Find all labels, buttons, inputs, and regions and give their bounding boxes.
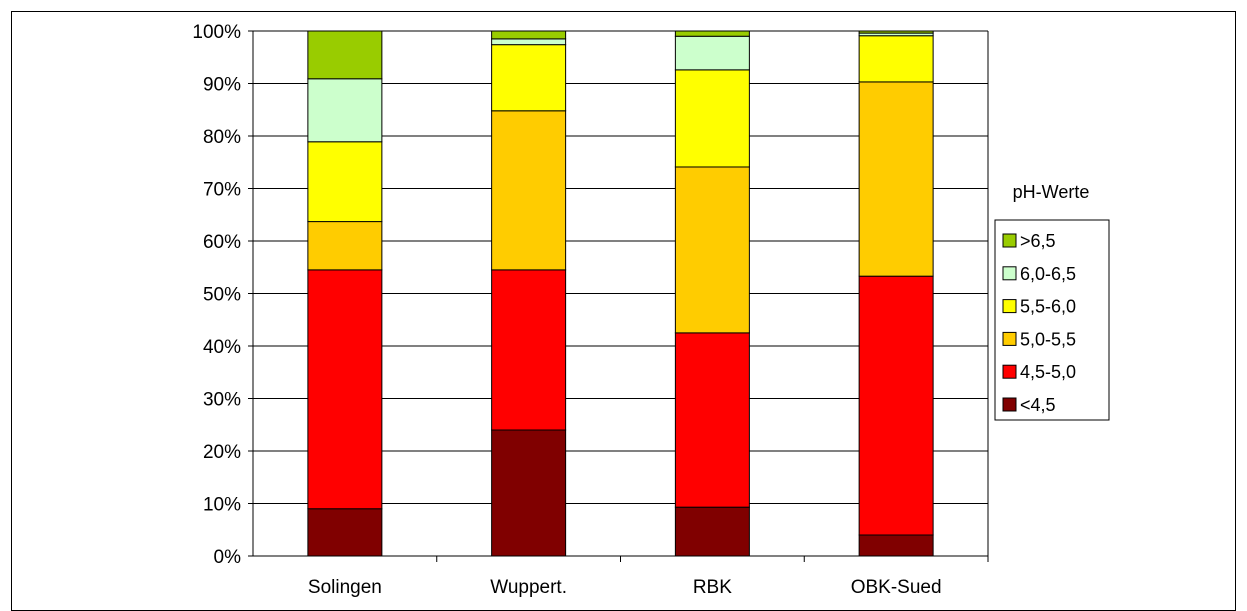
legend-swatch xyxy=(1002,299,1017,314)
tick-labels: 0% 10% 20% 30% 40% 50% 60% 70% 80% 90% 100% Solinge… xyxy=(192,22,941,598)
bar-segment xyxy=(858,275,934,536)
bar-segment xyxy=(491,429,567,557)
bar-segment xyxy=(491,30,567,40)
legend-swatch xyxy=(1002,364,1017,379)
y-tick-label: 10% xyxy=(203,495,241,516)
bar-segment xyxy=(307,508,383,557)
bar-segment xyxy=(491,44,567,112)
bar-segment xyxy=(674,30,750,37)
bar-segment xyxy=(307,221,383,271)
legend-label: 6,0-6,5 xyxy=(1020,264,1076,284)
legend-label: >6,5 xyxy=(1020,231,1056,251)
y-tick-label: 50% xyxy=(203,285,241,306)
y-tick-label: 80% xyxy=(203,127,241,148)
bar-segment xyxy=(674,69,750,168)
legend-swatch xyxy=(1002,397,1017,412)
bar-segment xyxy=(674,506,750,557)
legend-label: 5,0-5,5 xyxy=(1020,329,1076,349)
y-tick-label: 60% xyxy=(203,232,241,253)
x-tick-label: RBK xyxy=(693,577,732,598)
bar-segment xyxy=(491,269,567,431)
y-tick-label: 70% xyxy=(203,180,241,201)
bar-segment xyxy=(674,35,750,71)
legend-label: 4,5-5,0 xyxy=(1020,362,1076,382)
legend-title: pH-Werte xyxy=(1013,182,1090,202)
x-tick-label: OBK-Sued xyxy=(851,577,942,598)
y-tick-label: 90% xyxy=(203,75,241,96)
y-tick-label: 0% xyxy=(214,547,242,568)
y-tick-label: 20% xyxy=(203,442,241,463)
x-tick-label: Solingen xyxy=(308,577,382,598)
bar-segment xyxy=(307,141,383,223)
legend-label: 5,5-6,0 xyxy=(1020,297,1076,317)
bar-segment xyxy=(491,38,567,46)
legend: pH-Werte >6,5 6,0-6,5 5,5-6,0 5,0-5,5 4,5-5,… xyxy=(994,182,1110,421)
legend-box xyxy=(994,219,1110,421)
bar-segment xyxy=(674,332,750,508)
legend-label: <4,5 xyxy=(1020,395,1056,415)
legend-swatch xyxy=(1002,266,1017,281)
bar-segment xyxy=(858,35,934,83)
y-tick-label: 30% xyxy=(203,390,241,411)
y-tick-label: 100% xyxy=(192,22,241,43)
axes xyxy=(248,30,989,562)
bar-segment xyxy=(307,30,383,80)
bar-segment xyxy=(858,534,934,557)
bar-segment xyxy=(307,269,383,510)
y-tick-label: 40% xyxy=(203,337,241,358)
bar-segment xyxy=(491,110,567,271)
bars xyxy=(307,30,934,557)
bar-segment xyxy=(307,78,383,143)
legend-swatch xyxy=(1002,233,1017,248)
legend-swatch xyxy=(1002,331,1017,346)
bar-segment xyxy=(858,81,934,277)
bar-segment xyxy=(674,166,750,334)
bar-segment xyxy=(858,30,934,34)
x-tick-label: Wuppert. xyxy=(490,577,567,598)
